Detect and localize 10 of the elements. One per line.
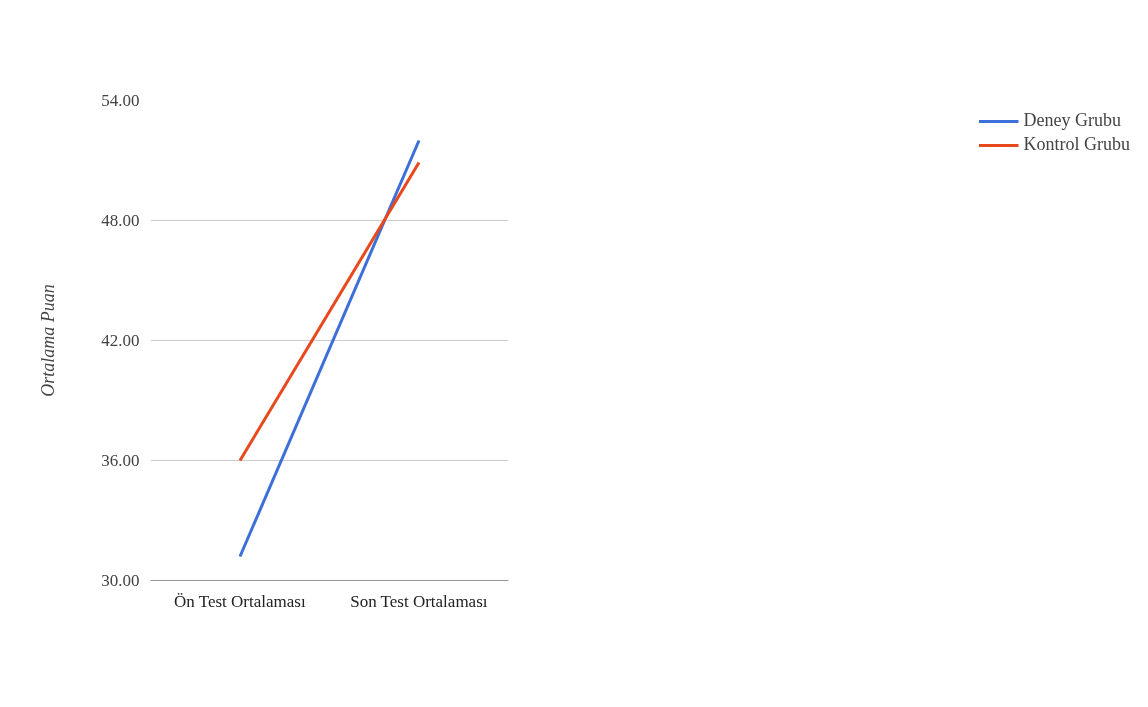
y-tick-label: 30.00 [101, 571, 140, 590]
y-axis-title: Ortalama Puan [38, 284, 59, 397]
y-tick-label: 42.00 [101, 331, 140, 350]
y-tick-label: 36.00 [101, 451, 140, 470]
legend-label: Kontrol Grubu [1023, 134, 1130, 155]
y-tick-label: 54.00 [101, 91, 140, 110]
x-tick-label: Ön Test Ortalaması [174, 591, 306, 611]
legend-label: Deney Grubu [1023, 110, 1121, 131]
x-tick-label: Son Test Ortalaması [350, 591, 488, 611]
y-tick-label: 48.00 [101, 211, 140, 230]
